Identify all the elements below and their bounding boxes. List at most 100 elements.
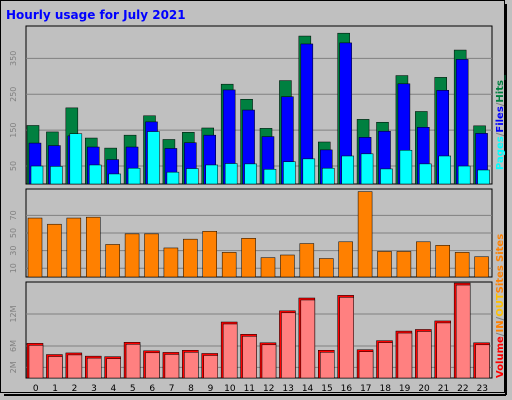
x-tick-label: 22 — [457, 384, 468, 394]
hits-files-pages-panel: 50 150 250 350 — [9, 25, 493, 185]
pages-bar — [380, 168, 393, 185]
pages-bar — [419, 163, 432, 185]
volume-inner-bar — [358, 351, 374, 379]
sites-legend: Sites — [495, 234, 506, 262]
sites-bar — [183, 238, 198, 278]
chart-title: Hourly usage for July 2021 — [6, 8, 186, 22]
volume-inner-bar — [475, 344, 490, 379]
pages-bar — [263, 169, 277, 185]
pages-bar — [457, 165, 471, 185]
pages-bar — [147, 131, 160, 185]
sites-legend-part: Sites — [495, 234, 506, 262]
sites-bar — [338, 241, 353, 278]
pages-bar — [477, 169, 490, 185]
sites-bar — [66, 217, 82, 278]
pages-bar — [108, 173, 121, 185]
pages-bar — [322, 167, 335, 185]
sites-panel: 10 30 50 70 — [9, 188, 493, 278]
volume-panel: 2M 6M 12M — [9, 281, 493, 379]
volume-legend-part: IN — [495, 320, 506, 332]
pages-bar — [438, 155, 451, 185]
sites-bar — [47, 223, 62, 278]
volume-panel-tick-label: 6M — [9, 340, 18, 352]
volume-inner-bar — [417, 331, 432, 379]
sites-bar — [124, 233, 140, 278]
sites-panel-tick-label: 30 — [9, 246, 18, 256]
x-tick-label: 3 — [91, 384, 97, 394]
hits-panel-tick-label: 250 — [9, 87, 18, 102]
volume-legend: Volume/IN/OUTSites — [495, 265, 506, 378]
volume-legend-part: Volume — [495, 336, 506, 378]
x-tick-label: 21 — [438, 384, 449, 394]
hits-panel-plot-area — [25, 25, 493, 185]
pages-bar — [166, 171, 180, 185]
pages-bar — [89, 164, 102, 185]
x-tick-label: 19 — [399, 384, 411, 394]
sites-bar — [105, 244, 120, 278]
volume-inner-bar — [28, 345, 44, 379]
x-tick-label: 7 — [169, 384, 175, 394]
volume-inner-bar — [67, 354, 83, 379]
sites-bar — [86, 216, 101, 278]
pages-bar — [224, 163, 238, 185]
hits-panel-tick-label: 350 — [9, 51, 18, 66]
volume-inner-bar — [455, 284, 471, 379]
pages-bar — [127, 167, 141, 185]
x-tick-label: 20 — [418, 384, 430, 394]
volume-inner-bar — [397, 332, 413, 379]
pages-bar — [30, 165, 44, 185]
sites-bar — [416, 241, 431, 278]
hits-legend: Pages/Files/Hits_ — [495, 75, 506, 170]
hits-legend-part: Pages — [495, 136, 506, 170]
x-tick-label: 8 — [188, 384, 194, 394]
sites-bar — [299, 243, 315, 278]
pages-bar — [341, 155, 354, 185]
sites-panel-tick-label: 10 — [9, 263, 18, 273]
volume-inner-bar — [436, 322, 451, 379]
x-tick-label: 2 — [72, 384, 78, 394]
sites-bar — [260, 257, 276, 278]
volume-legend-part: / — [495, 332, 506, 336]
hits-panel-tick-label: 50 — [9, 161, 18, 171]
x-tick-label: 4 — [111, 384, 117, 394]
x-tick-label: 14 — [302, 384, 314, 394]
x-tick-label: 23 — [477, 384, 488, 394]
x-tick-label: 15 — [321, 384, 332, 394]
sites-bar — [357, 191, 373, 278]
volume-panel-tick-label: 2M — [9, 361, 18, 373]
volume-inner-bar — [281, 312, 296, 379]
volume-panel-plot-area — [25, 281, 493, 379]
pages-bar — [244, 163, 257, 185]
x-tick-label: 0 — [33, 384, 39, 394]
x-tick-label: 17 — [360, 384, 371, 394]
volume-inner-bar — [300, 299, 316, 379]
hits-legend-part: _ — [495, 75, 506, 80]
volume-inner-bar — [125, 344, 141, 379]
chart-border — [0, 0, 505, 393]
volume-inner-bar — [184, 352, 199, 379]
x-tick-label: 11 — [244, 384, 255, 394]
files-bar — [455, 59, 469, 185]
sites-bar — [474, 256, 489, 278]
volume-inner-bar — [242, 336, 257, 379]
x-tick-label: 10 — [224, 384, 236, 394]
pages-bar — [186, 168, 199, 185]
x-axis-labels: 0 1 2 3 4 5 6 7 8 9 10 11 12 13 14 15 16 17 18 19 20 21 22 23 — [33, 384, 488, 394]
x-tick-label: 13 — [282, 384, 293, 394]
sites-bar — [454, 252, 470, 278]
hits-legend-part: Files — [495, 106, 506, 132]
x-tick-label: 5 — [130, 384, 136, 394]
sites-bar — [27, 217, 43, 278]
hits-legend-part: / — [495, 132, 506, 136]
volume-inner-bar — [222, 323, 238, 379]
sites-bar — [377, 251, 392, 278]
sites-panel-tick-label: 70 — [9, 210, 18, 220]
volume-legend-part: Sites — [495, 265, 506, 293]
pages-bar — [50, 166, 63, 185]
volume-inner-bar — [320, 352, 335, 379]
volume-inner-bar — [87, 357, 102, 379]
x-tick-label: 1 — [52, 384, 58, 394]
volume-inner-bar — [145, 352, 160, 379]
